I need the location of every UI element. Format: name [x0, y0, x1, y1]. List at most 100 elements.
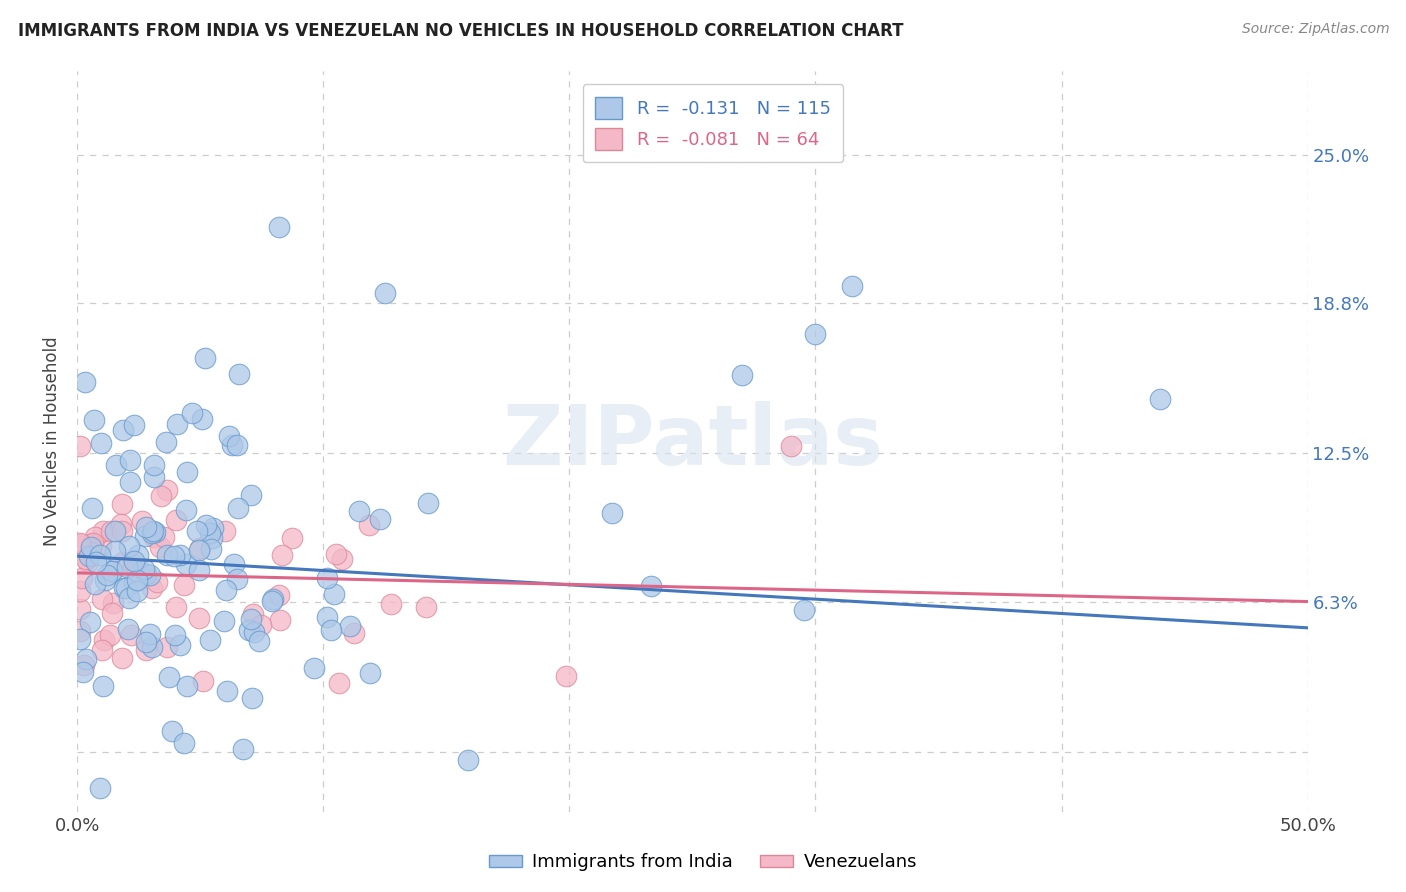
Point [86, 555, 108, 569]
Point [118, 591, 141, 605]
Point [111, 497, 134, 511]
Point [101, 596, 124, 610]
Point [121, 557, 143, 571]
Point [156, 640, 179, 655]
Point [93, 633, 115, 648]
Point [176, 465, 198, 479]
Point [69, 624, 91, 638]
Point [118, 539, 141, 553]
Point [69, 601, 91, 615]
Point [415, 599, 437, 614]
Point [101, 564, 124, 578]
Point [96, 568, 118, 582]
Point [110, 651, 132, 665]
Point [79, 545, 101, 559]
Point [82, 501, 104, 516]
Point [201, 531, 224, 545]
Point [228, 367, 250, 381]
Point [359, 666, 381, 681]
Point [325, 548, 347, 562]
Legend: R =  -0.131   N = 115, R =  -0.081   N = 64: R = -0.131 N = 115, R = -0.081 N = 64 [582, 84, 844, 162]
Point [240, 691, 263, 706]
Point [239, 488, 262, 502]
Point [90, 538, 112, 552]
Point [457, 753, 479, 767]
Point [731, 368, 754, 382]
Point [169, 638, 191, 652]
Point [104, 544, 127, 558]
Point [134, 529, 156, 543]
Point [304, 661, 326, 675]
Point [188, 610, 211, 624]
Point [793, 603, 815, 617]
Point [166, 417, 188, 431]
Point [163, 628, 186, 642]
Point [198, 525, 221, 540]
Point [93, 679, 115, 693]
Point [122, 554, 145, 568]
Point [173, 578, 195, 592]
Point [145, 524, 167, 539]
Point [72, 665, 94, 680]
Point [332, 552, 354, 566]
Point [165, 513, 187, 527]
Point [188, 541, 211, 556]
Point [69, 632, 91, 646]
Point [368, 512, 391, 526]
Point [247, 634, 270, 648]
Y-axis label: No Vehicles in Household: No Vehicles in Household [44, 336, 62, 547]
Point [75, 552, 97, 566]
Point [69, 539, 91, 553]
Point [600, 506, 623, 520]
Point [191, 411, 214, 425]
Point [105, 458, 128, 472]
Point [165, 600, 187, 615]
Point [194, 351, 217, 365]
Point [322, 587, 344, 601]
Point [149, 540, 172, 554]
Point [194, 518, 217, 533]
Point [115, 581, 138, 595]
Point [93, 524, 115, 538]
Point [120, 475, 142, 489]
Point [357, 517, 380, 532]
Point [343, 625, 366, 640]
Point [640, 579, 662, 593]
Point [135, 643, 157, 657]
Point [70, 571, 93, 585]
Point [135, 520, 157, 534]
Point [122, 417, 145, 432]
Point [222, 557, 245, 571]
Point [146, 575, 169, 590]
Point [176, 502, 198, 516]
Point [281, 531, 304, 545]
Point [173, 736, 195, 750]
Point [188, 543, 211, 558]
Point [181, 406, 204, 420]
Point [77, 549, 100, 564]
Point [117, 622, 139, 636]
Point [91, 643, 114, 657]
Point [141, 582, 163, 596]
Point [339, 619, 361, 633]
Point [143, 470, 166, 484]
Point [188, 563, 211, 577]
Text: ZIPatlas: ZIPatlas [502, 401, 883, 482]
Point [156, 548, 179, 562]
Point [163, 549, 186, 563]
Point [240, 612, 263, 626]
Point [112, 555, 135, 569]
Point [231, 742, 253, 756]
Point [269, 219, 291, 234]
Point [142, 458, 165, 473]
Point [215, 582, 238, 597]
Point [174, 557, 197, 571]
Point [156, 483, 179, 497]
Point [316, 571, 339, 585]
Point [218, 428, 240, 442]
Point [80, 537, 103, 551]
Point [217, 683, 239, 698]
Point [149, 489, 172, 503]
Point [112, 581, 135, 595]
Point [186, 524, 208, 538]
